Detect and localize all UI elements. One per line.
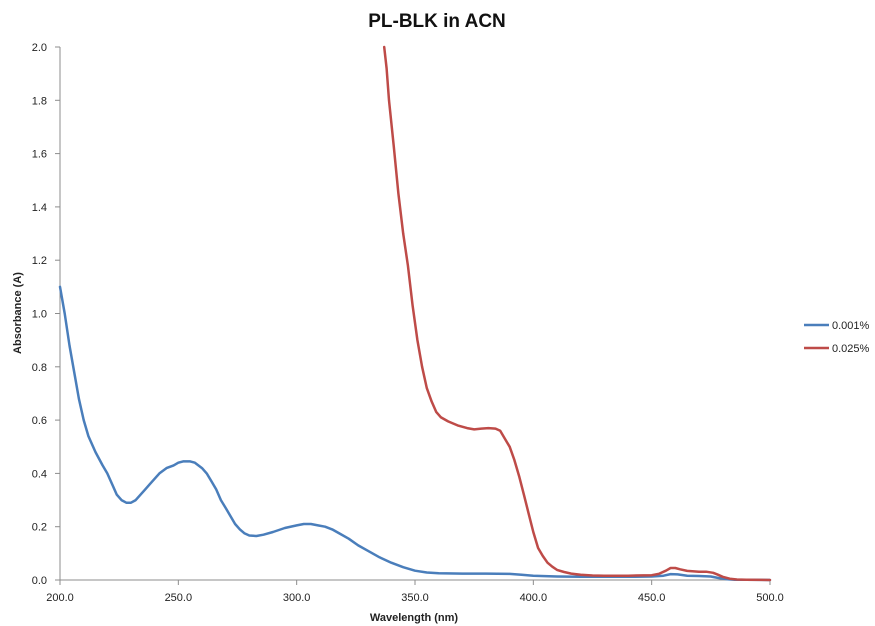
x-tick-label: 500.0: [756, 592, 784, 604]
y-axis: 0.0 0.2 0.4 0.6 0.8 1.0 1.2 1.4 1.6 1.8 2.0: [32, 42, 60, 587]
x-tick-label: 450.0: [638, 592, 666, 604]
x-axis: 200.0 250.0 300.0 350.0 400.0 450.0 500.0: [46, 580, 784, 604]
y-tick-label: 0.6: [32, 415, 47, 427]
y-tick-label: 1.0: [32, 309, 47, 321]
x-tick-label: 200.0: [46, 592, 74, 604]
y-tick-label: 1.2: [32, 255, 47, 267]
x-tick-label: 350.0: [401, 592, 429, 604]
legend: 0.001% 0.025%: [804, 320, 870, 355]
legend-label-1: 0.001%: [832, 320, 870, 332]
x-tick-label: 250.0: [165, 592, 193, 604]
y-tick-label: 1.8: [32, 95, 47, 107]
y-axis-title: Absorbance (A): [12, 272, 24, 354]
y-tick-label: 0.4: [32, 468, 47, 480]
y-tick-label: 1.4: [32, 202, 47, 214]
y-tick-label: 1.6: [32, 149, 47, 161]
y-tick-label: 2.0: [32, 42, 47, 54]
y-tick-label: 0.2: [32, 522, 47, 534]
y-tick-label: 0.0: [32, 575, 47, 587]
y-tick-label: 0.8: [32, 362, 47, 374]
x-tick-label: 400.0: [520, 592, 548, 604]
chart-title: PL-BLK in ACN: [368, 11, 506, 32]
legend-label-2: 0.025%: [832, 343, 870, 355]
x-tick-label: 300.0: [283, 592, 311, 604]
plot-area: [58, 45, 772, 582]
x-axis-title: Wavelength (nm): [370, 612, 459, 624]
series-line-2: [382, 45, 772, 582]
